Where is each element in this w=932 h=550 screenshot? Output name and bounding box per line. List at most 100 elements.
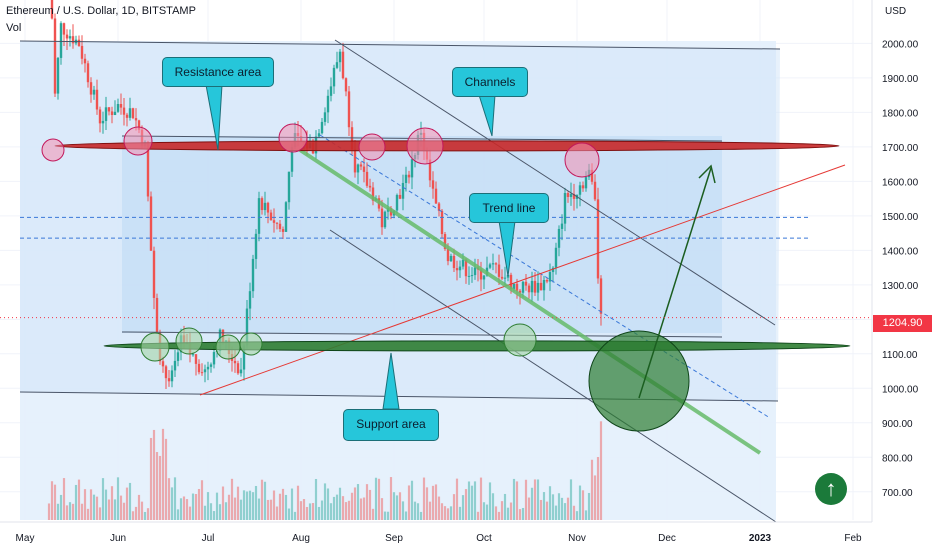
candle-body: [347, 91, 351, 128]
candle-body: [101, 120, 105, 124]
volume-bar: [122, 502, 126, 520]
candle-body: [212, 352, 216, 365]
y-tick-label: 700.00: [882, 488, 913, 499]
volume-bar: [437, 496, 441, 520]
candle-body: [401, 182, 405, 199]
trend-line-callout[interactable]: Trend line: [469, 193, 549, 223]
candle-body: [536, 282, 540, 293]
support-touch-marker: [239, 332, 263, 356]
volume-bar: [488, 482, 492, 520]
volume-bar: [50, 481, 54, 520]
volume-bar: [239, 499, 243, 520]
volume-bar: [134, 506, 138, 520]
candle-body: [440, 210, 444, 235]
candle-body: [77, 39, 81, 46]
volume-bar: [344, 502, 348, 520]
volume-bar: [47, 503, 51, 520]
volume-bar: [542, 492, 546, 520]
volume-bar: [170, 487, 174, 520]
volume-bar: [512, 478, 516, 520]
candle-body: [482, 275, 486, 280]
volume-bar: [146, 508, 150, 520]
volume-bar: [440, 503, 444, 520]
candle-body: [86, 63, 90, 83]
volume-bar: [86, 508, 90, 520]
volume-bar: [83, 489, 87, 520]
candle-body: [479, 269, 483, 280]
candle-body: [548, 272, 552, 282]
candle-body: [404, 174, 408, 183]
candle-body: [200, 372, 204, 374]
volume-bar: [293, 511, 297, 520]
volume-bar: [203, 505, 207, 520]
volume-bar: [581, 490, 585, 520]
volume-bar: [317, 506, 321, 520]
volume-bar: [380, 498, 384, 520]
volume-bar: [521, 507, 525, 520]
candle-body: [533, 280, 537, 293]
candle-body: [260, 198, 264, 211]
x-tick-label: Sep: [385, 533, 403, 544]
volume-bar: [290, 488, 294, 520]
volume-bar: [95, 496, 99, 520]
volume-bar: [389, 477, 393, 520]
x-tick-label: Oct: [476, 533, 492, 544]
volume-bar: [218, 504, 222, 520]
x-tick-label: Jun: [110, 533, 126, 544]
volume-bar: [587, 492, 591, 520]
candle-body: [197, 363, 201, 373]
symbol-title[interactable]: Ethereum / U.S. Dollar, 1D, BITSTAMP: [6, 5, 196, 17]
volume-bar: [446, 508, 450, 520]
support-touch-marker: [175, 327, 203, 355]
volume-bar: [254, 485, 258, 520]
candle-body: [527, 285, 531, 293]
target-zone-marker: [588, 330, 690, 432]
candle-body: [242, 345, 246, 370]
volume-bar: [530, 487, 534, 520]
volume-bar: [296, 485, 300, 520]
support-touch-marker: [215, 334, 241, 360]
dashed-midline: [319, 134, 771, 419]
volume-bar: [572, 505, 576, 520]
candle-body: [155, 297, 159, 332]
candle-body: [194, 354, 198, 364]
candle-body: [263, 202, 267, 211]
volume-bar: [227, 494, 231, 520]
volume-label[interactable]: Vol: [6, 22, 22, 34]
candle-body: [560, 223, 564, 229]
x-tick-label: Jul: [202, 533, 215, 544]
arrow-up-icon[interactable]: ↑: [815, 473, 847, 505]
candle-body: [59, 23, 63, 58]
resistance-area-callout[interactable]: Resistance area: [162, 57, 274, 87]
volume-bar: [155, 452, 159, 520]
volume-bar: [242, 490, 246, 520]
candle-body: [176, 352, 180, 361]
volume-bar: [575, 511, 579, 520]
volume-bar: [332, 496, 336, 520]
candle-body: [323, 112, 327, 122]
candle-body: [356, 164, 360, 173]
candle-body: [524, 281, 528, 286]
candle-body: [443, 234, 447, 250]
candle-body: [161, 361, 165, 367]
candle-body: [584, 177, 588, 189]
candle-body: [383, 211, 387, 228]
volume-bar: [347, 500, 351, 520]
volume-bar: [245, 491, 249, 520]
candle-body: [470, 275, 474, 277]
channels-callout[interactable]: Channels: [452, 67, 528, 97]
volume-bar: [212, 511, 216, 520]
candle-body: [518, 290, 522, 293]
volume-bar: [230, 478, 234, 520]
candle-body: [539, 282, 543, 291]
candle-body: [494, 263, 498, 265]
volume-bar: [107, 499, 111, 520]
volume-bar: [80, 503, 84, 520]
support-area-callout[interactable]: Support area: [343, 409, 439, 441]
candle-body: [269, 212, 273, 221]
candle-body: [503, 277, 507, 279]
volume-bar: [266, 499, 270, 520]
candle-body: [530, 280, 534, 293]
candle-body: [107, 107, 111, 112]
